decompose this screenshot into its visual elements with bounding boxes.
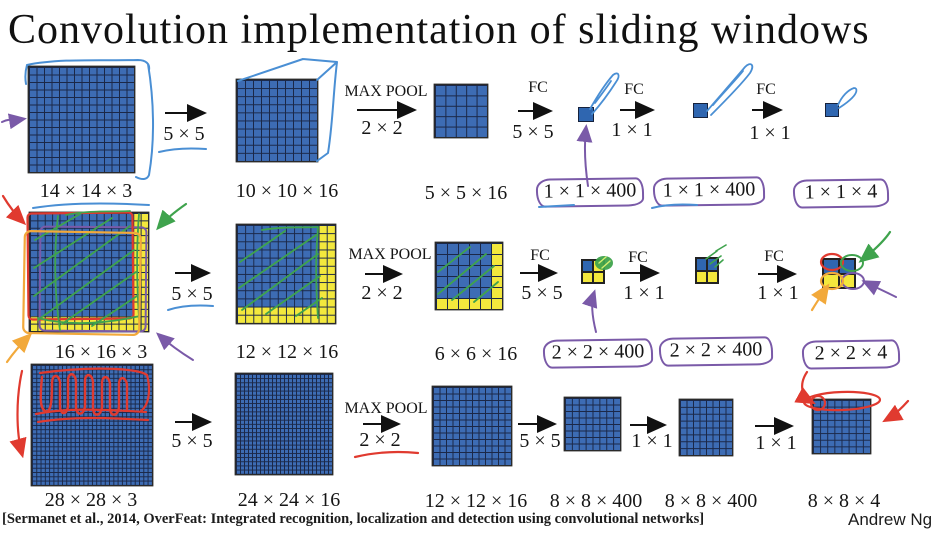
op-maxpool-label: MAX POOL — [344, 83, 428, 100]
grid-16x16x3 — [30, 213, 148, 331]
red-underline-2x2-r3 — [353, 450, 420, 459]
quad-2x2x4 — [822, 258, 856, 289]
op-fc-size: 1 × 1 — [749, 122, 791, 144]
volume-label: 24 × 24 × 16 — [237, 489, 341, 511]
volume-label: 14 × 14 × 3 — [39, 180, 133, 202]
grid-10x10x16 — [237, 80, 317, 161]
op-fc-label: FC — [628, 249, 648, 266]
red-hook-arrow — [794, 370, 816, 405]
op-fc-label: FC — [764, 248, 784, 265]
purple-corner-arrow — [156, 332, 194, 361]
volume-label: 8 × 8 × 400 — [549, 490, 643, 512]
op-conv-size: 5 × 5 — [171, 430, 213, 452]
chip-1x1x4 — [825, 103, 839, 117]
op-maxpool-label: MAX POOL — [348, 246, 432, 263]
green-corner-arrow — [156, 202, 188, 231]
op-conv-size: 1 × 1 — [631, 430, 673, 452]
op-fc-label: FC — [624, 81, 644, 98]
op-fc-label: FC — [528, 79, 548, 96]
volume-label: 8 × 8 × 4 — [807, 490, 881, 512]
orange-corner-arrow — [5, 332, 33, 364]
red-corner-arrow — [1, 194, 27, 226]
op-fc-size: 5 × 5 — [521, 282, 563, 304]
op-fc-size: 5 × 5 — [512, 121, 554, 143]
op-conv-size: 5 × 5 — [519, 430, 561, 452]
volume-label: 12 × 12 × 16 — [235, 341, 339, 363]
op-maxpool-label: MAX POOL — [344, 400, 428, 417]
grid-12x12x16-r3 — [433, 387, 511, 465]
slide-title: Convolution implementation of sliding wi… — [8, 7, 870, 53]
chip-1x1x400-a — [578, 107, 594, 122]
op-maxpool-size: 2 × 2 — [361, 282, 403, 304]
volume-label: 6 × 6 × 16 — [434, 343, 518, 365]
grid-24x24x16 — [236, 374, 332, 474]
grid-28x28x3 — [32, 365, 152, 485]
quad-2x2x400-a — [581, 259, 605, 284]
volume-label: 12 × 12 × 16 — [424, 490, 528, 512]
op-maxpool-size: 2 × 2 — [359, 429, 401, 451]
orange-arrow-quad — [810, 283, 830, 312]
blue-underline-5x5-r2 — [167, 304, 214, 311]
op-fc-size: 1 × 1 — [757, 282, 799, 304]
grid-14x14x3 — [29, 67, 134, 172]
op-fc-label: FC — [756, 81, 776, 98]
green-arrow-quad — [858, 230, 892, 263]
volume-label: 5 × 5 × 16 — [424, 182, 508, 204]
grid-8x8x400-b — [680, 400, 732, 455]
volume-label: 8 × 8 × 400 — [664, 490, 758, 512]
op-fc-size: 1 × 1 — [611, 119, 653, 141]
citation: [Sermanet et al., 2014, OverFeat: Integr… — [2, 511, 705, 527]
op-fc-label: FC — [530, 247, 550, 264]
purple-arrow-quad — [861, 280, 897, 298]
grid-6x6x16 — [436, 243, 502, 309]
op-conv-size: 5 × 5 — [163, 123, 205, 145]
credit: Andrew Ng — [848, 510, 933, 529]
volume-label-circled: 1 × 1 × 400 — [535, 177, 645, 208]
blue-underline-5x5-r1 — [158, 147, 207, 153]
op-fc-size: 1 × 1 — [623, 282, 665, 304]
op-maxpool-size: 2 × 2 — [361, 117, 403, 139]
grid-12x12x16 — [237, 225, 335, 323]
volume-label-circled: 2 × 2 × 4 — [801, 339, 901, 370]
red-down-arrow-r3 — [9, 369, 27, 459]
volume-label: 28 × 28 × 3 — [44, 489, 138, 511]
volume-label-circled: 2 × 2 × 400 — [542, 338, 654, 369]
grid-8x8x4 — [813, 400, 870, 453]
purple-input-arrow — [1, 113, 27, 130]
grid-8x8x400-a — [565, 398, 620, 450]
volume-label-circled: 1 × 1 × 400 — [652, 176, 766, 207]
blue-underline-14x14 — [32, 202, 150, 209]
op-conv-size: 5 × 5 — [171, 283, 213, 305]
grid-5x5x16 — [435, 85, 487, 137]
volume-label-circled: 1 × 1 × 4 — [792, 178, 890, 209]
quad-2x2x400-b — [695, 257, 719, 284]
purple-up-arrow-r2 — [581, 289, 598, 333]
chip-1x1x400-b — [693, 103, 708, 118]
volume-label-circled: 2 × 2 × 400 — [658, 336, 774, 367]
flag-1x1-c — [837, 87, 858, 109]
volume-label: 16 × 16 × 3 — [54, 341, 148, 363]
red-right-arrow — [882, 399, 910, 423]
volume-label: 10 × 10 × 16 — [235, 180, 339, 202]
op-conv-size: 1 × 1 — [755, 432, 797, 454]
